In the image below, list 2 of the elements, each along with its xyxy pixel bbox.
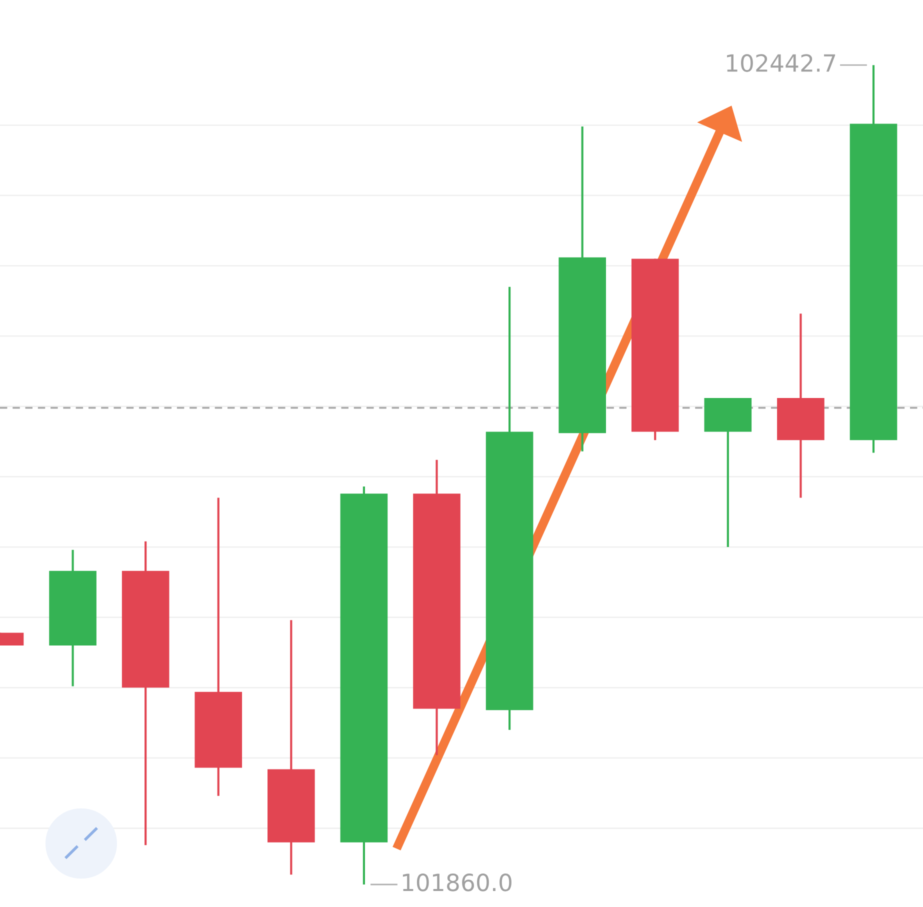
annotation: 101860.0 bbox=[402, 873, 512, 892]
annotation: 102442.7 bbox=[727, 54, 836, 72]
